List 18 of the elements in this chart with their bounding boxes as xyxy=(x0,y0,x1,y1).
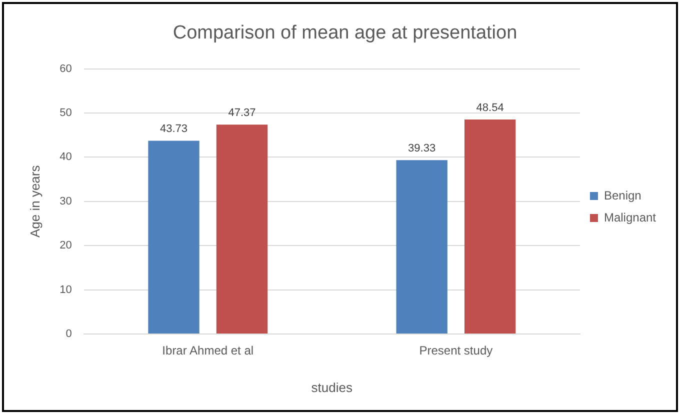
y-tick-label: 30 xyxy=(60,195,72,208)
y-tick-label: 20 xyxy=(60,240,72,252)
x-axis-title: studies xyxy=(311,380,353,395)
legend-label: Malignant xyxy=(604,210,657,224)
y-tick-label: 40 xyxy=(60,151,72,164)
chart-title: Comparison of mean age at presentation xyxy=(172,22,518,44)
data-label: 39.33 xyxy=(408,142,436,155)
legend-label: Benign xyxy=(604,188,642,202)
y-tick-label: 50 xyxy=(60,107,72,120)
y-tick-label: 10 xyxy=(60,284,72,296)
x-tick-label: Present study xyxy=(419,344,493,358)
x-tick-label: Ibrar Ahmed et al xyxy=(162,344,254,358)
y-tick-label: 0 xyxy=(66,328,72,340)
y-tick-label: 60 xyxy=(60,62,72,75)
y-axis-title: Age in years xyxy=(27,164,42,238)
data-label: 47.37 xyxy=(228,107,256,120)
data-label: 43.73 xyxy=(160,123,188,136)
data-label: 48.54 xyxy=(476,102,504,114)
